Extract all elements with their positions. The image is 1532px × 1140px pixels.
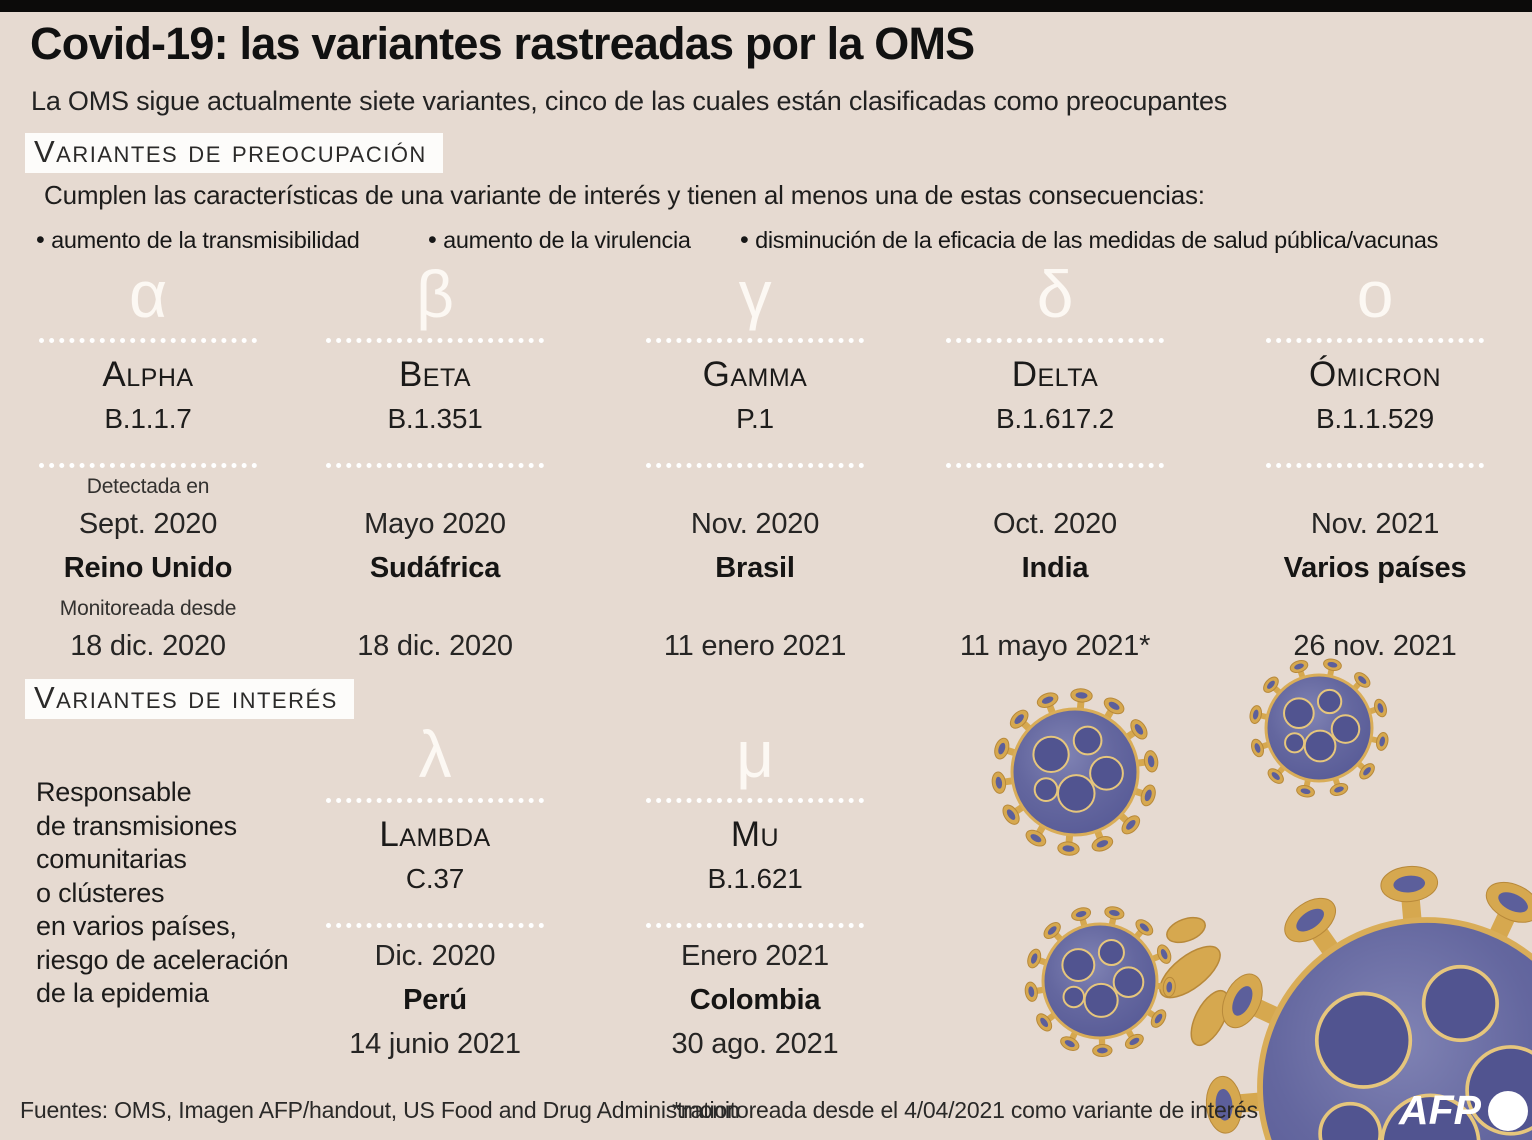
description-line: o clústeres	[36, 877, 165, 908]
monitored-label: Monitoreada desde	[59, 597, 237, 620]
bullet-efficacy: disminución de la eficacia de las medida…	[740, 226, 1438, 255]
dotted-divider	[39, 463, 257, 468]
monitored-date: 26 nov. 2021	[1293, 630, 1457, 662]
dotted-divider	[646, 463, 864, 468]
variant-country: Sudáfrica	[369, 552, 501, 584]
dotted-divider	[326, 923, 544, 928]
monitored-label	[320, 596, 550, 624]
dotted-divider	[646, 338, 864, 343]
variant-name: Beta	[398, 355, 472, 394]
dotted-divider	[946, 338, 1164, 343]
detected-label: Detectada en	[86, 475, 210, 498]
greek-letter-beta: β	[416, 257, 454, 331]
dotted-divider	[326, 338, 544, 343]
coronavirus-illustration	[991, 658, 1532, 1140]
greek-letter-gamma: γ	[738, 257, 772, 331]
variant-lineage: B.1.621	[707, 863, 803, 894]
variant-name: Delta	[1011, 355, 1099, 394]
description-line: comunitarias	[36, 844, 187, 874]
dotted-divider	[1266, 463, 1484, 468]
description-line: Responsable	[36, 777, 192, 807]
variant-name: Alpha	[102, 355, 194, 394]
variant-name: Lambda	[379, 815, 491, 854]
detected-date: Sept. 2020	[78, 508, 218, 540]
page-subtitle: La OMS sigue actualmente siete variantes…	[31, 86, 1228, 116]
dotted-divider	[326, 463, 544, 468]
dotted-divider	[1266, 338, 1484, 343]
variant-lineage: B.1.1.7	[104, 403, 192, 434]
monitored-date: 18 dic. 2020	[70, 630, 226, 662]
dotted-divider	[326, 798, 544, 803]
variant-lineage: B.1.1.529	[1315, 403, 1435, 434]
page-title: Covid-19: las variantes rastreadas por l…	[30, 18, 975, 69]
detected-date: Dic. 2020	[374, 940, 496, 972]
variant-country: Colombia	[689, 984, 821, 1016]
greek-letter-alpha: α	[129, 257, 167, 331]
variant-column-alpha: α Alpha B.1.1.7 Detectada en Sept. 2020 …	[33, 252, 263, 668]
afp-logo-text: AFP	[1399, 1087, 1481, 1133]
description-line: de transmisiones	[36, 810, 237, 841]
dotted-divider	[946, 463, 1164, 468]
detected-date: Nov. 2021	[1310, 508, 1440, 540]
description-line: riesgo de aceleración	[36, 944, 289, 975]
detected-label	[1260, 474, 1490, 502]
variant-name: Ómicron	[1308, 355, 1442, 394]
variant-country: Perú	[403, 984, 467, 1016]
monitored-date: 18 dic. 2020	[357, 630, 513, 662]
detected-label	[320, 474, 550, 502]
bullet-virulence: aumento de la virulencia	[428, 226, 691, 255]
variant-lineage: C.37	[405, 863, 465, 894]
detected-date: Nov. 2020	[690, 508, 820, 540]
detected-label	[940, 474, 1170, 502]
dotted-divider	[39, 338, 257, 343]
variant-country: Varios países	[1283, 552, 1467, 584]
variant-country: Reino Unido	[63, 552, 233, 584]
section-label-variants-of-interest: Variantes de interés	[25, 679, 354, 719]
variant-column-mu: μ Mu B.1.621 Enero 2021 Colombia 30 ago.…	[640, 712, 870, 1066]
greek-letter-mu: μ	[736, 717, 774, 791]
detected-date: Enero 2021	[681, 940, 829, 972]
afp-logo: AFP	[1399, 1090, 1528, 1131]
greek-letter-lambda: λ	[418, 717, 452, 791]
description-line: en varios países,	[36, 911, 237, 941]
monitored-date: 14 junio 2021	[349, 1028, 521, 1060]
monitored-date: 11 mayo 2021*	[959, 630, 1151, 662]
variant-name: Mu	[730, 815, 780, 854]
detected-date: Mayo 2020	[364, 508, 506, 540]
dotted-divider	[646, 923, 864, 928]
variant-lineage: B.1.351	[387, 403, 483, 434]
variant-column-beta: β Beta B.1.351 Mayo 2020 Sudáfrica 18 di…	[320, 252, 550, 668]
top-black-bar	[0, 0, 1532, 12]
variant-name: Gamma	[702, 355, 808, 394]
description-line: de la epidemia	[36, 978, 209, 1008]
variant-country: India	[1021, 552, 1089, 584]
variant-lineage: P.1	[736, 403, 774, 434]
dotted-divider	[646, 798, 864, 803]
monitored-date: 11 enero 2021	[663, 630, 847, 662]
detected-date: Oct. 2020	[993, 508, 1117, 540]
greek-letter-omicron: ο	[1356, 257, 1394, 331]
variant-column-gamma: γ Gamma P.1 Nov. 2020 Brasil 11 enero 20…	[640, 252, 870, 668]
section-label-variants-of-concern: Variantes de preocupación	[25, 133, 443, 173]
monitored-label	[640, 596, 870, 624]
variant-column-omicron: ο Ómicron B.1.1.529 Nov. 2021 Varios paí…	[1260, 252, 1490, 668]
variant-column-lambda: λ Lambda C.37 Dic. 2020 Perú 14 junio 20…	[320, 712, 550, 1066]
monitored-date: 30 ago. 2021	[671, 1028, 839, 1060]
greek-letter-delta: δ	[1036, 257, 1074, 331]
interest-description: Responsable de transmisiones comunitaria…	[36, 776, 289, 1011]
afp-logo-circle-icon	[1488, 1090, 1528, 1131]
footnote-text: *monitoreada desde el 4/04/2021 como var…	[672, 1097, 1258, 1123]
sources-text: Fuentes: OMS, Imagen AFP/handout, US Foo…	[20, 1097, 740, 1123]
variant-country: Brasil	[715, 552, 795, 584]
variant-column-delta: δ Delta B.1.617.2 Oct. 2020 India 11 may…	[940, 252, 1170, 668]
concern-intro-text: Cumplen las características de una varia…	[44, 180, 1205, 210]
detected-label	[640, 474, 870, 502]
bullet-transmissibility: aumento de la transmisibilidad	[36, 226, 360, 255]
variant-lineage: B.1.617.2	[995, 403, 1115, 434]
